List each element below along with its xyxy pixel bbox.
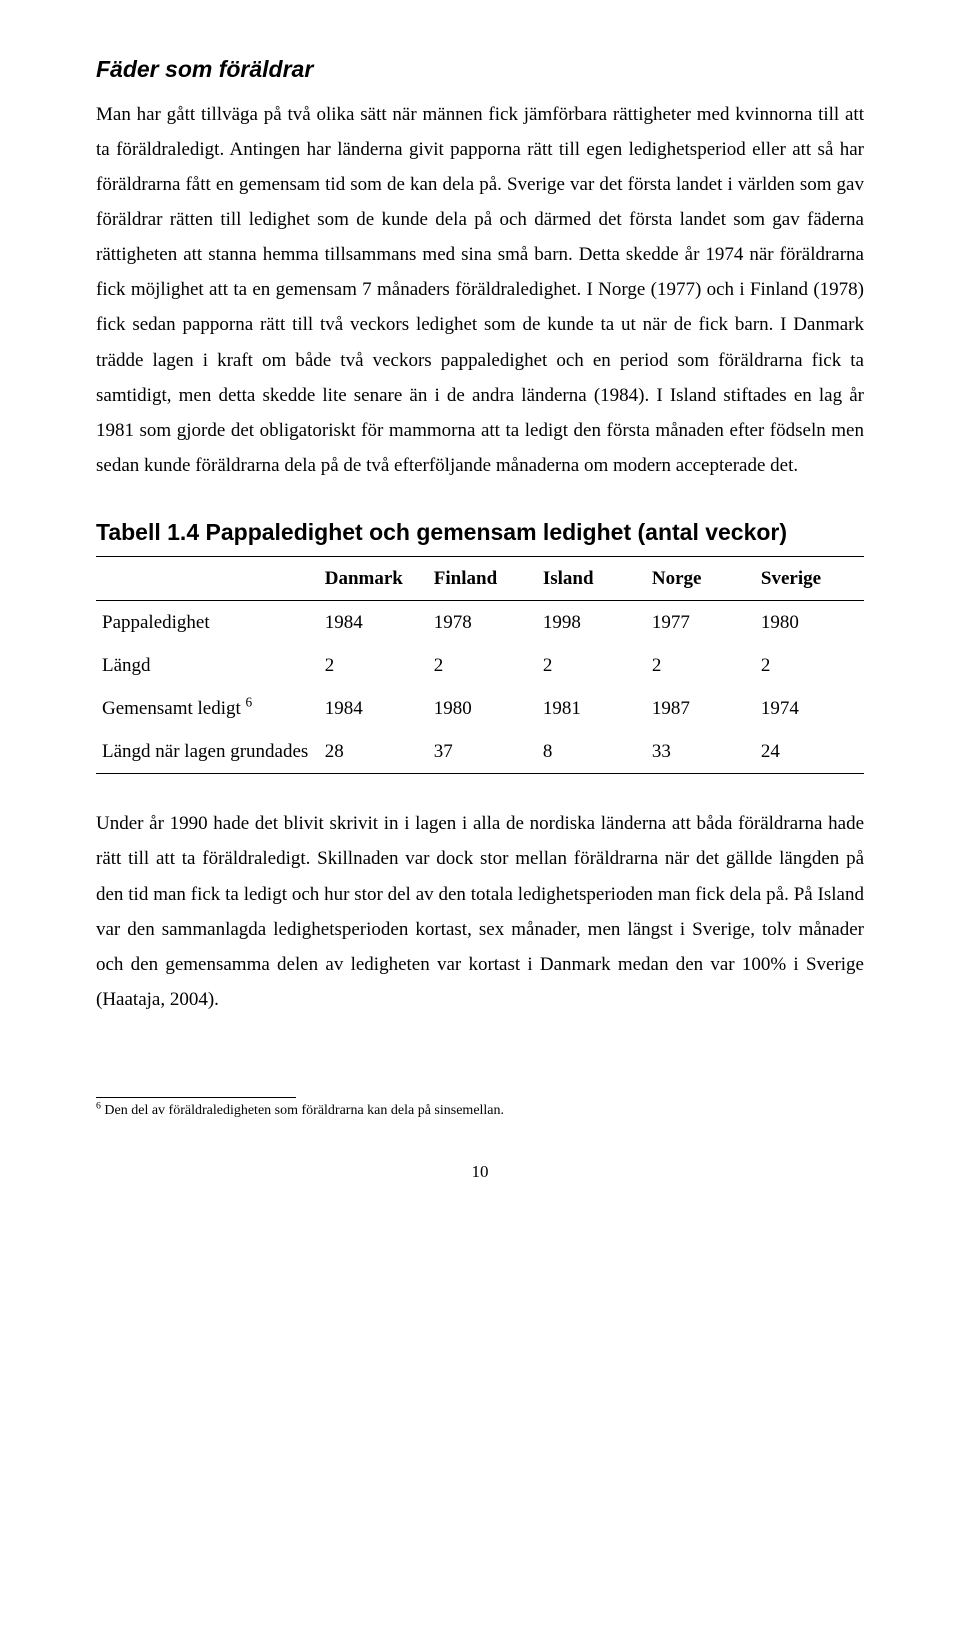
table-header-cell: Finland bbox=[428, 556, 537, 600]
table-cell: 1978 bbox=[428, 600, 537, 644]
table-row: Pappaledighet 1984 1978 1998 1977 1980 bbox=[96, 600, 864, 644]
table-cell: 1980 bbox=[755, 600, 864, 644]
after-table-paragraph: Under år 1990 hade det blivit skrivit in… bbox=[96, 806, 864, 1017]
data-table: Danmark Finland Island Norge Sverige Pap… bbox=[96, 556, 864, 775]
footnote-text: Den del av föräldraledigheten som föräld… bbox=[101, 1103, 504, 1118]
table-cell: 1998 bbox=[537, 600, 646, 644]
table-cell: Pappaledighet bbox=[96, 600, 319, 644]
table-header-row: Danmark Finland Island Norge Sverige bbox=[96, 556, 864, 600]
table-cell: Längd när lagen grundades bbox=[96, 730, 319, 774]
table-header-cell bbox=[96, 556, 319, 600]
table-cell: 24 bbox=[755, 730, 864, 774]
table-cell: Längd bbox=[96, 644, 319, 687]
table-cell: 2 bbox=[319, 644, 428, 687]
footnote-separator bbox=[96, 1097, 296, 1098]
page-number: 10 bbox=[96, 1156, 864, 1187]
footnote: 6 Den del av föräldraledigheten som förä… bbox=[96, 1102, 864, 1120]
table-cell: 1981 bbox=[537, 687, 646, 730]
table-cell: 1977 bbox=[646, 600, 755, 644]
table-header-cell: Sverige bbox=[755, 556, 864, 600]
table-cell-with-footnote: Gemensamt ledigt 6 bbox=[96, 687, 319, 730]
table-cell: 2 bbox=[755, 644, 864, 687]
table-cell: 2 bbox=[428, 644, 537, 687]
table-header-cell: Norge bbox=[646, 556, 755, 600]
table-row: Gemensamt ledigt 6 1984 1980 1981 1987 1… bbox=[96, 687, 864, 730]
table-cell: 1980 bbox=[428, 687, 537, 730]
table-row: Längd 2 2 2 2 2 bbox=[96, 644, 864, 687]
table-cell: 8 bbox=[537, 730, 646, 774]
table-header-cell: Island bbox=[537, 556, 646, 600]
table-row: Längd när lagen grundades 28 37 8 33 24 bbox=[96, 730, 864, 774]
cell-text: Gemensamt ledigt bbox=[102, 698, 246, 719]
section-heading: Fäder som föräldrar bbox=[96, 48, 864, 91]
table-cell: 1987 bbox=[646, 687, 755, 730]
table-cell: 1984 bbox=[319, 600, 428, 644]
section-paragraph: Man har gått tillväga på två olika sätt … bbox=[96, 97, 864, 484]
table-cell: 1984 bbox=[319, 687, 428, 730]
table-cell: 2 bbox=[646, 644, 755, 687]
table-cell: 28 bbox=[319, 730, 428, 774]
footnote-ref: 6 bbox=[246, 695, 253, 710]
table-cell: 33 bbox=[646, 730, 755, 774]
table-header-cell: Danmark bbox=[319, 556, 428, 600]
table-title: Tabell 1.4 Pappaledighet och gemensam le… bbox=[96, 511, 864, 554]
table-cell: 2 bbox=[537, 644, 646, 687]
table-cell: 1974 bbox=[755, 687, 864, 730]
table-cell: 37 bbox=[428, 730, 537, 774]
